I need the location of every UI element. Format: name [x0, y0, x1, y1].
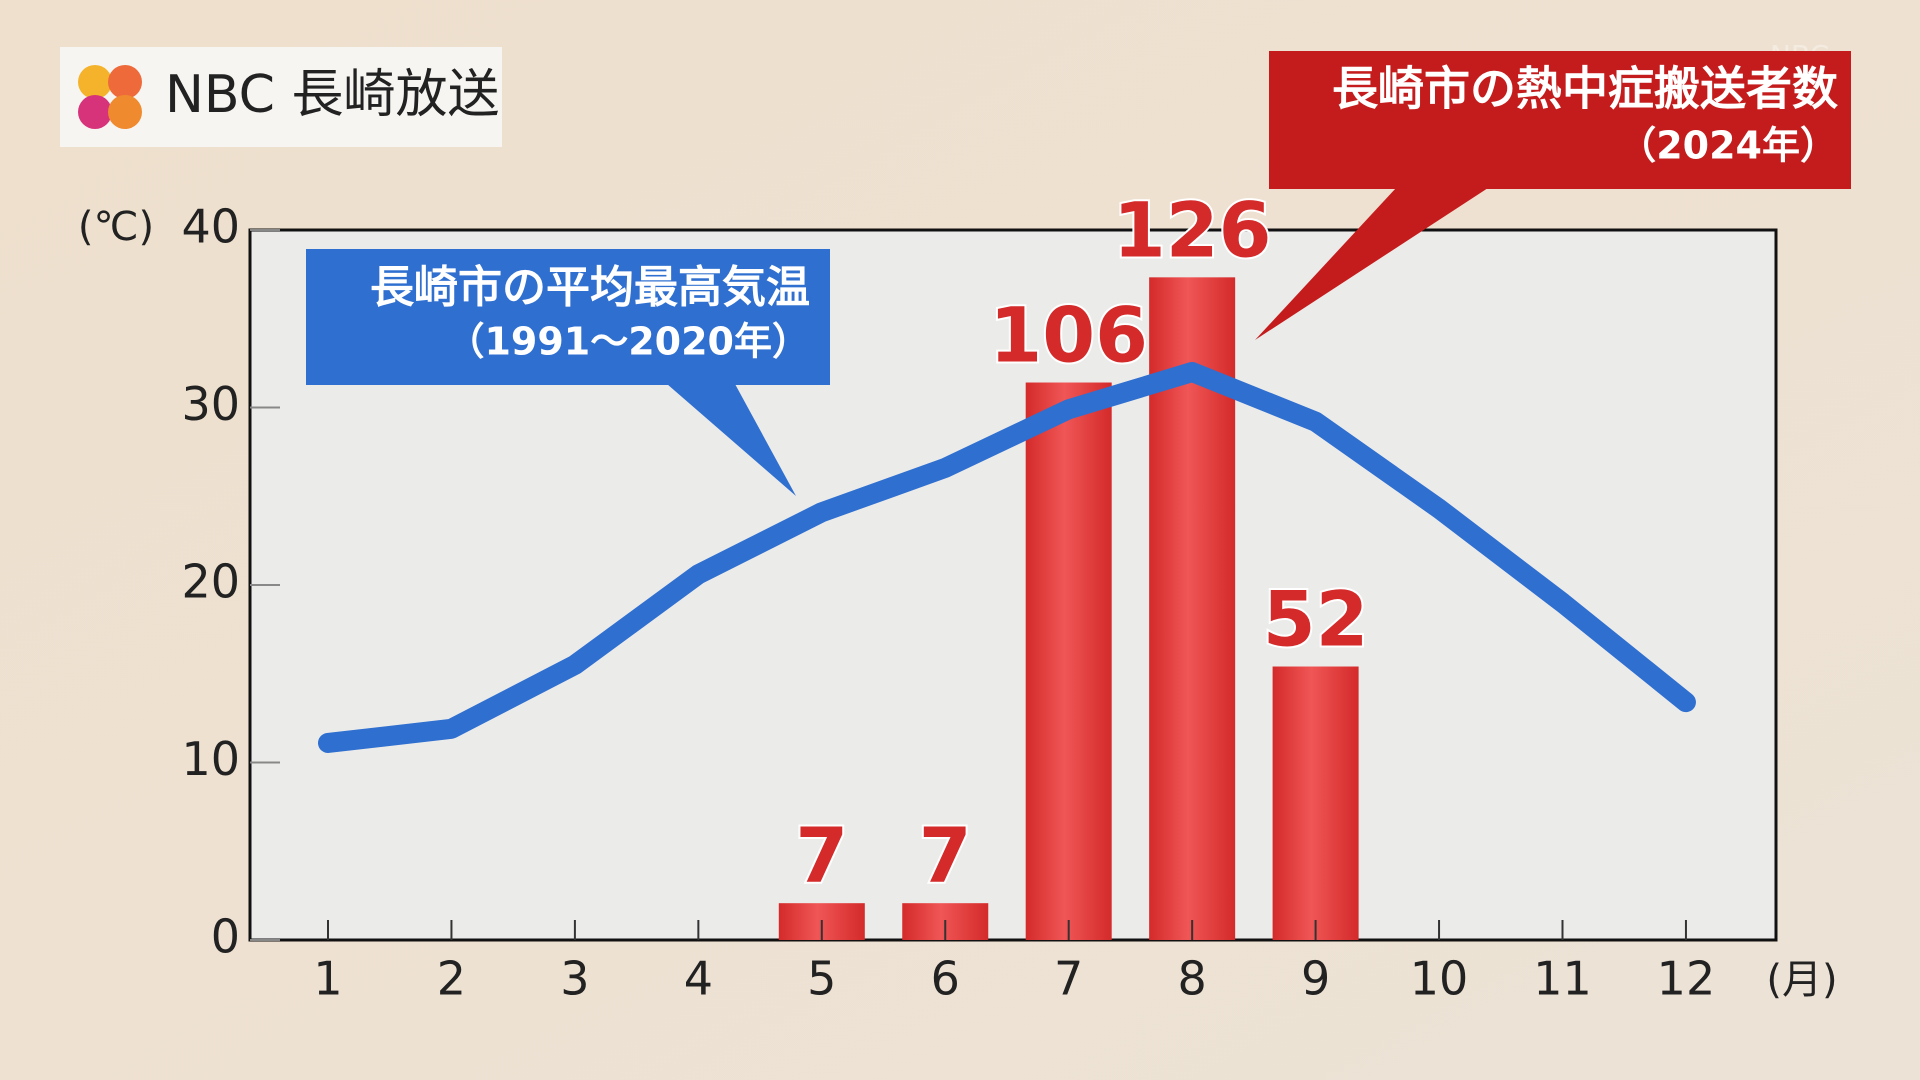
y-tick-label: 10: [181, 732, 240, 786]
logo-text: NBC 長崎放送: [165, 65, 500, 125]
bar: [1025, 382, 1112, 940]
value-label: 106: [989, 291, 1148, 380]
x-tick-label: 1: [313, 952, 342, 1006]
x-tick-label: 7: [1054, 952, 1083, 1006]
logo-box: [60, 47, 502, 147]
x-tick-label: 9: [1301, 952, 1330, 1006]
value-label: 7: [919, 811, 972, 900]
logo-icon: [78, 65, 142, 129]
y-tick-label: 30: [181, 377, 240, 431]
value-label: 126: [1113, 185, 1272, 274]
x-tick-label: 3: [560, 952, 589, 1006]
x-tick-label: 10: [1410, 952, 1469, 1006]
callout-period: （1991～2020年）: [446, 320, 810, 364]
y-unit: (℃): [78, 204, 154, 250]
y-tick-label: 0: [211, 910, 240, 964]
bar: [1272, 666, 1359, 940]
marks: 7 7 106 126 52: [318, 183, 1696, 940]
value-label: 7: [795, 811, 848, 900]
line-callout: 長崎市の平均最高気温 （1991～2020年）: [306, 249, 830, 496]
x-tick-label: 5: [807, 952, 836, 1006]
bar-callout: 長崎市の熱中症搬送者数 （2024年）: [1255, 51, 1851, 340]
y-tick-label: 40: [181, 200, 240, 254]
x-tick-label: 2: [437, 952, 466, 1006]
x-tick-label: 8: [1178, 952, 1207, 1006]
value-label: 52: [1263, 575, 1369, 664]
callout-title: 長崎市の平均最高気温: [370, 262, 810, 313]
x-unit: (月): [1766, 957, 1837, 1003]
x-tick-label: 4: [684, 952, 713, 1006]
y-tick-label: 20: [181, 555, 240, 609]
x-tick-label: 12: [1657, 952, 1716, 1006]
callout-title: 長崎市の熱中症搬送者数: [1332, 62, 1838, 116]
line: [318, 362, 1696, 753]
callout-period: （2024年）: [1618, 124, 1838, 168]
x-tick-label: 6: [931, 952, 960, 1006]
x-tick-label: 11: [1533, 952, 1592, 1006]
